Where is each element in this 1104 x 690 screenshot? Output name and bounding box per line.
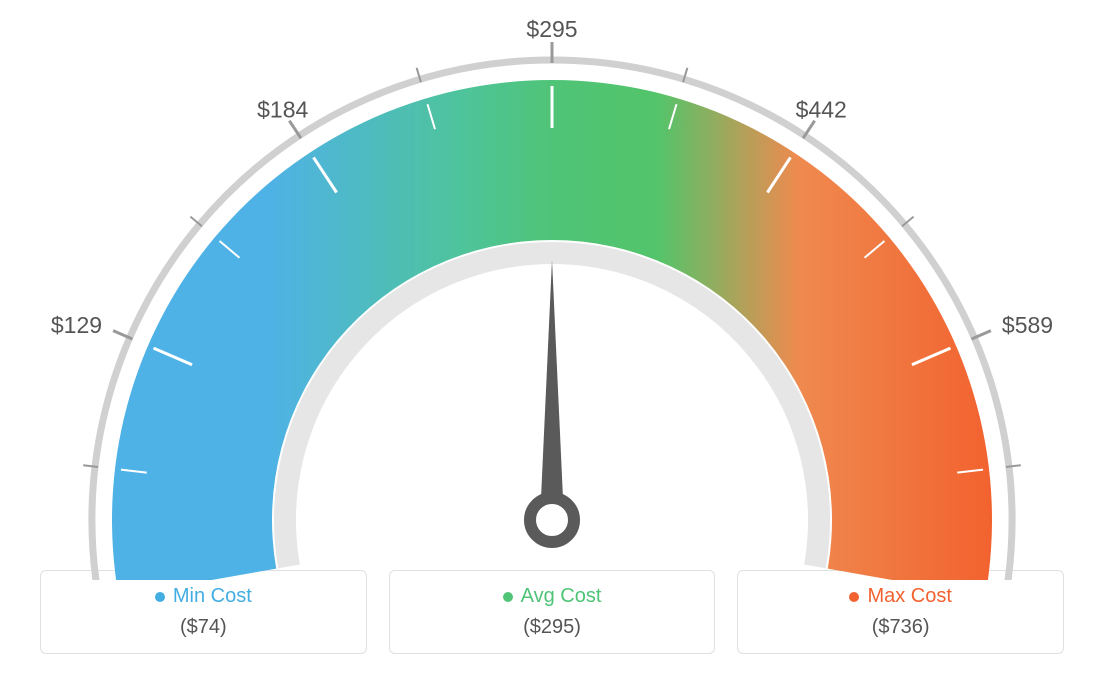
legend-label-max: Max Cost <box>849 585 951 608</box>
gauge-tick-label: $442 <box>796 97 847 123</box>
gauge-tick-label: $295 <box>526 16 577 42</box>
gauge-svg: $74$129$184$295$442$589$736 <box>0 0 1104 580</box>
legend-box-avg: Avg Cost ($295) <box>389 570 716 654</box>
legend-label-min: Min Cost <box>155 585 252 608</box>
legend-box-min: Min Cost ($74) <box>40 570 367 654</box>
gauge-chart: $74$129$184$295$442$589$736 <box>0 0 1104 580</box>
legend-dot-avg <box>503 592 513 602</box>
legend-value-min: ($74) <box>51 616 356 639</box>
legend-label-text: Avg Cost <box>521 585 602 608</box>
legend-value-max: ($736) <box>748 616 1053 639</box>
legend-label-avg: Avg Cost <box>503 585 602 608</box>
legend-label-text: Max Cost <box>867 585 951 608</box>
gauge-needle <box>540 260 564 520</box>
legend-row: Min Cost ($74) Avg Cost ($295) Max Cost ($736… <box>0 570 1104 654</box>
gauge-tick-label: $184 <box>257 97 308 123</box>
gauge-needle-hub <box>530 498 574 542</box>
legend-box-max: Max Cost ($736) <box>737 570 1064 654</box>
legend-value-avg: ($295) <box>400 616 705 639</box>
legend-dot-max <box>849 592 859 602</box>
legend-label-text: Min Cost <box>173 585 252 608</box>
legend-dot-min <box>155 592 165 602</box>
gauge-tick-label: $129 <box>51 312 102 338</box>
gauge-tick-label: $589 <box>1002 312 1053 338</box>
